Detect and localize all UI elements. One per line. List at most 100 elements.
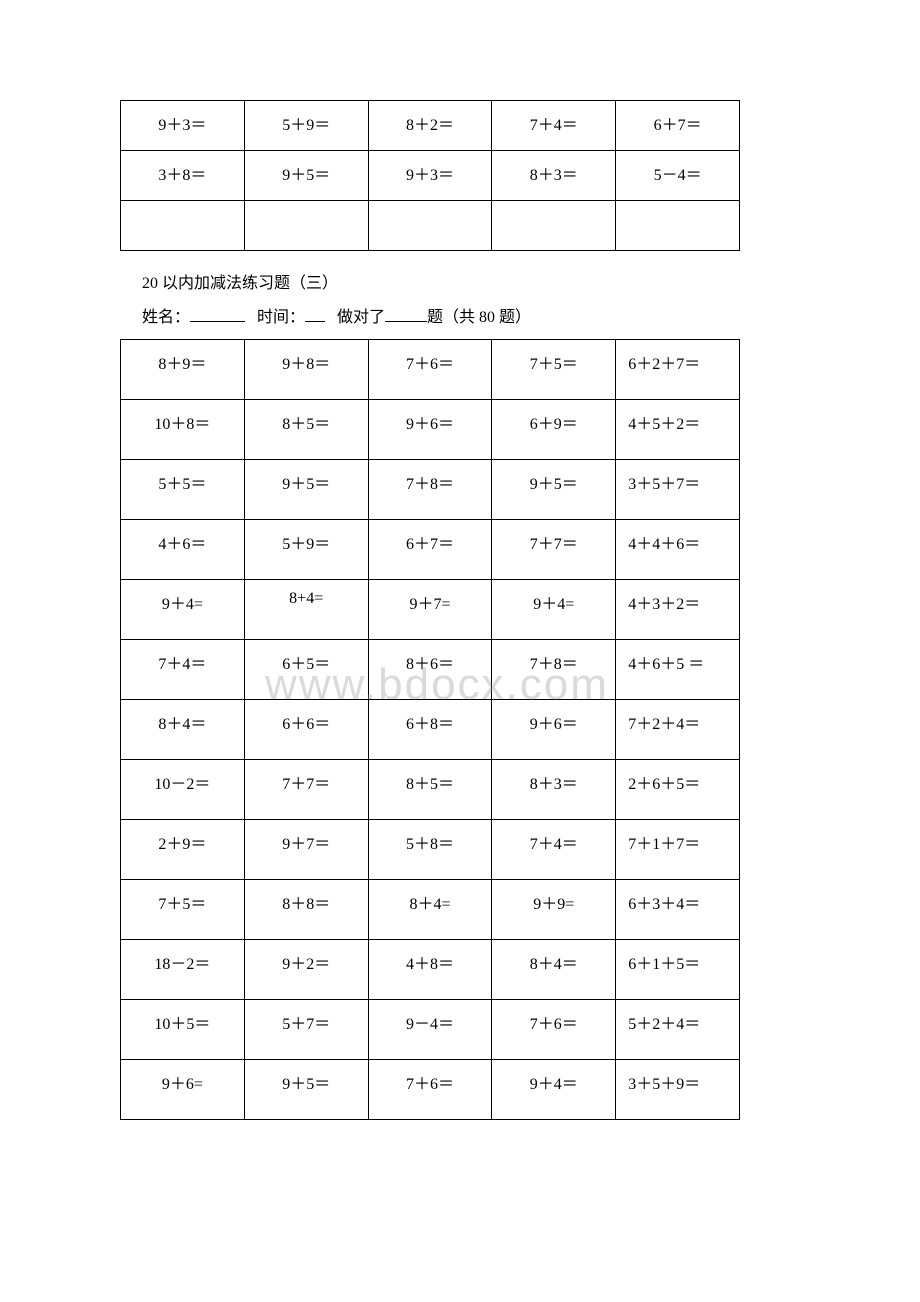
cell: 2＋6＋5＝ [616,760,740,820]
cell: 8＋3＝ [492,151,616,201]
table-row: 7＋5＝ 8＋8＝ 8＋4= 9＋9= 6＋3＋4＝ [121,880,740,940]
cell: 3＋5＋9＝ [616,1060,740,1120]
cell: 5＋7＝ [244,1000,368,1060]
cell: 3＋5＋7＝ [616,460,740,520]
name-blank [190,321,245,322]
cell: 9＋5＝ [492,460,616,520]
cell: 8＋2＝ [368,101,492,151]
cell: 9＋5＝ [244,151,368,201]
cell: 8＋4= [368,880,492,940]
cell [244,201,368,251]
cell: 8＋4＝ [492,940,616,1000]
cell [368,201,492,251]
cell: 4＋4＋6＝ [616,520,740,580]
cell: 10＋8＝ [121,400,245,460]
cell: 7＋6＝ [368,340,492,400]
cell: 9＋7= [368,580,492,640]
cell: 5＋5＝ [121,460,245,520]
cell: 7＋8＝ [492,640,616,700]
cell: 9＋3＝ [121,101,245,151]
cell: 7＋8＝ [368,460,492,520]
correct-blank [385,321,427,322]
cell: 6＋6＝ [244,700,368,760]
cell: 7＋1＋7＝ [616,820,740,880]
table-row: 4＋6＝ 5＋9＝ 6＋7＝ 7＋7＝ 4＋4＋6＝ [121,520,740,580]
cell: 8＋5＝ [244,400,368,460]
table-row: 7＋4＝ 6＋5＝ 8＋6＝ 7＋8＝ 4＋6＋5 ＝ [121,640,740,700]
cell: 4＋3＋2＝ [616,580,740,640]
table-row: 8＋4＝ 6＋6＝ 6＋8＝ 9＋6＝ 7＋2＋4＝ [121,700,740,760]
cell: 6＋5＝ [244,640,368,700]
cell [121,201,245,251]
cell: 10＋5＝ [121,1000,245,1060]
table-row: 10＋5＝ 5＋7＝ 9－4＝ 7＋6＝ 5＋2＋4＝ [121,1000,740,1060]
table-row: 8＋9＝ 9＋8＝ 7＋6＝ 7＋5＝ 6＋2＋7＝ [121,340,740,400]
cell: 7＋2＋4＝ [616,700,740,760]
table-row: 9＋3＝ 5＋9＝ 8＋2＝ 7＋4＝ 6＋7＝ [121,101,740,151]
worksheet-info-line: 姓名： 时间： 做对了 题（共 80 题） [142,303,740,327]
cell: 2＋9＝ [121,820,245,880]
table-row: 9＋6= 9＋5＝ 7＋6＝ 9＋4＝ 3＋5＋9＝ [121,1060,740,1120]
cell: 5＋9＝ [244,101,368,151]
cell: 4＋8＝ [368,940,492,1000]
cell: 9＋5＝ [244,1060,368,1120]
cell: 4＋6＝ [121,520,245,580]
cell: 5＋2＋4＝ [616,1000,740,1060]
cell: 4＋6＋5 ＝ [616,640,740,700]
cell: 6＋7＝ [616,101,740,151]
time-blank [305,321,325,322]
name-label: 姓名： [142,309,190,326]
cell: 9＋4= [121,580,245,640]
cell: 9＋6= [121,1060,245,1120]
cell: 8＋8＝ [244,880,368,940]
practice-table-top: 9＋3＝ 5＋9＝ 8＋2＝ 7＋4＝ 6＋7＝ 3＋8＝ 9＋5＝ 9＋3＝ … [120,100,740,251]
cell: 8＋4＝ [121,700,245,760]
cell: 7＋6＝ [492,1000,616,1060]
cell: 7＋4＝ [492,820,616,880]
table-row: 10－2＝ 7＋7＝ 8＋5＝ 8＋3＝ 2＋6＋5＝ [121,760,740,820]
cell: 9＋2＝ [244,940,368,1000]
cell: 4＋5＋2＝ [616,400,740,460]
cell: 7＋5＝ [121,880,245,940]
table-row: 5＋5＝ 9＋5＝ 7＋8＝ 9＋5＝ 3＋5＋7＝ [121,460,740,520]
cell: 7＋6＝ [368,1060,492,1120]
correct-prefix: 做对了 [337,309,385,326]
cell: 8+4= [244,580,368,640]
table-row [121,201,740,251]
cell: 8＋3＝ [492,760,616,820]
cell: 8＋6＝ [368,640,492,700]
table-row: 3＋8＝ 9＋5＝ 9＋3＝ 8＋3＝ 5－4＝ [121,151,740,201]
time-label: 时间： [257,309,305,326]
cell [616,201,740,251]
cell: 10－2＝ [121,760,245,820]
table-row: 18－2＝ 9＋2＝ 4＋8＝ 8＋4＝ 6＋1＋5＝ [121,940,740,1000]
cell: 6＋3＋4＝ [616,880,740,940]
cell: 9＋7＝ [244,820,368,880]
cell: 7＋4＝ [121,640,245,700]
cell: 3＋8＝ [121,151,245,201]
cell: 5＋8＝ [368,820,492,880]
cell: 18－2＝ [121,940,245,1000]
cell: 6＋7＝ [368,520,492,580]
cell: 9＋5＝ [244,460,368,520]
cell: 7＋7＝ [244,760,368,820]
table-row: 10＋8＝ 8＋5＝ 9＋6＝ 6＋9＝ 4＋5＋2＝ [121,400,740,460]
worksheet-title: 20 以内加减法练习题（三） [142,269,740,293]
cell: 5－4＝ [616,151,740,201]
cell: 9－4＝ [368,1000,492,1060]
cell [492,201,616,251]
cell: 7＋4＝ [492,101,616,151]
cell: 6＋1＋5＝ [616,940,740,1000]
practice-table-main: 8＋9＝ 9＋8＝ 7＋6＝ 7＋5＝ 6＋2＋7＝ 10＋8＝ 8＋5＝ 9＋… [120,339,740,1120]
cell: 6＋9＝ [492,400,616,460]
cell: 9＋4= [492,580,616,640]
cell: 6＋8＝ [368,700,492,760]
cell: 7＋7＝ [492,520,616,580]
cell: 7＋5＝ [492,340,616,400]
correct-suffix: 题（共 80 题） [427,309,531,326]
cell: 9＋6＝ [492,700,616,760]
cell: 9＋9= [492,880,616,940]
cell: 9＋4＝ [492,1060,616,1120]
cell: 9＋3＝ [368,151,492,201]
table-row: 9＋4= 8+4= 9＋7= 9＋4= 4＋3＋2＝ [121,580,740,640]
